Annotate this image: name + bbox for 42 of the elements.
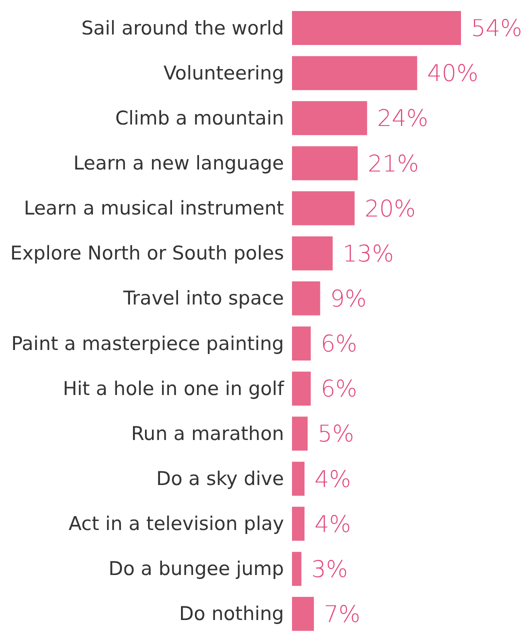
y-tick-label: Volunteering: [163, 62, 284, 84]
y-tick-label: Paint a masterpiece painting: [11, 332, 284, 355]
bar: [292, 191, 355, 226]
y-tick-label: Do a bungee jump: [108, 558, 284, 580]
y-tick-label: Explore North or South poles: [10, 242, 284, 265]
data-label: 3%: [311, 556, 348, 583]
y-tick-label: Climb a mountain: [115, 107, 284, 130]
y-tick-label: Learn a musical instrument: [24, 198, 284, 220]
data-label: 9%: [330, 286, 367, 312]
bar: [292, 281, 320, 316]
bar: [292, 506, 305, 541]
y-tick-label: Run a marathon: [131, 422, 284, 445]
data-label: 5%: [318, 422, 354, 448]
data-label: 54%: [471, 16, 521, 42]
y-tick-label: Learn a new language: [73, 152, 284, 174]
y-tick-label: Travel into space: [122, 288, 284, 310]
data-label: 6%: [320, 376, 358, 403]
y-tick-label: Hit a hole in one in golf: [62, 378, 286, 400]
data-label: 40%: [427, 61, 478, 88]
y-tick-label: Do nothing: [179, 603, 284, 626]
bar: [292, 56, 418, 90]
bar: [292, 372, 311, 406]
data-label: 24%: [377, 106, 428, 132]
data-label: 21%: [368, 151, 419, 178]
data-label: 13%: [342, 241, 394, 268]
y-tick-label: Sail around the world: [81, 17, 284, 40]
bar: [292, 462, 305, 496]
data-label: 20%: [364, 196, 416, 222]
y-tick-label: Do a sky dive: [156, 468, 284, 490]
data-label: 4%: [314, 466, 352, 493]
data-label: 6%: [320, 332, 358, 358]
bar: [292, 11, 461, 45]
data-label: 7%: [324, 602, 360, 628]
bar: [292, 326, 311, 360]
bar: [292, 416, 308, 451]
y-tick-label: Act in a television play: [68, 513, 284, 536]
bar: [292, 552, 302, 586]
bar: [292, 236, 333, 270]
bar: [292, 146, 358, 180]
bar: [292, 596, 314, 631]
data-label: 4%: [314, 512, 352, 538]
bar: [292, 101, 368, 136]
